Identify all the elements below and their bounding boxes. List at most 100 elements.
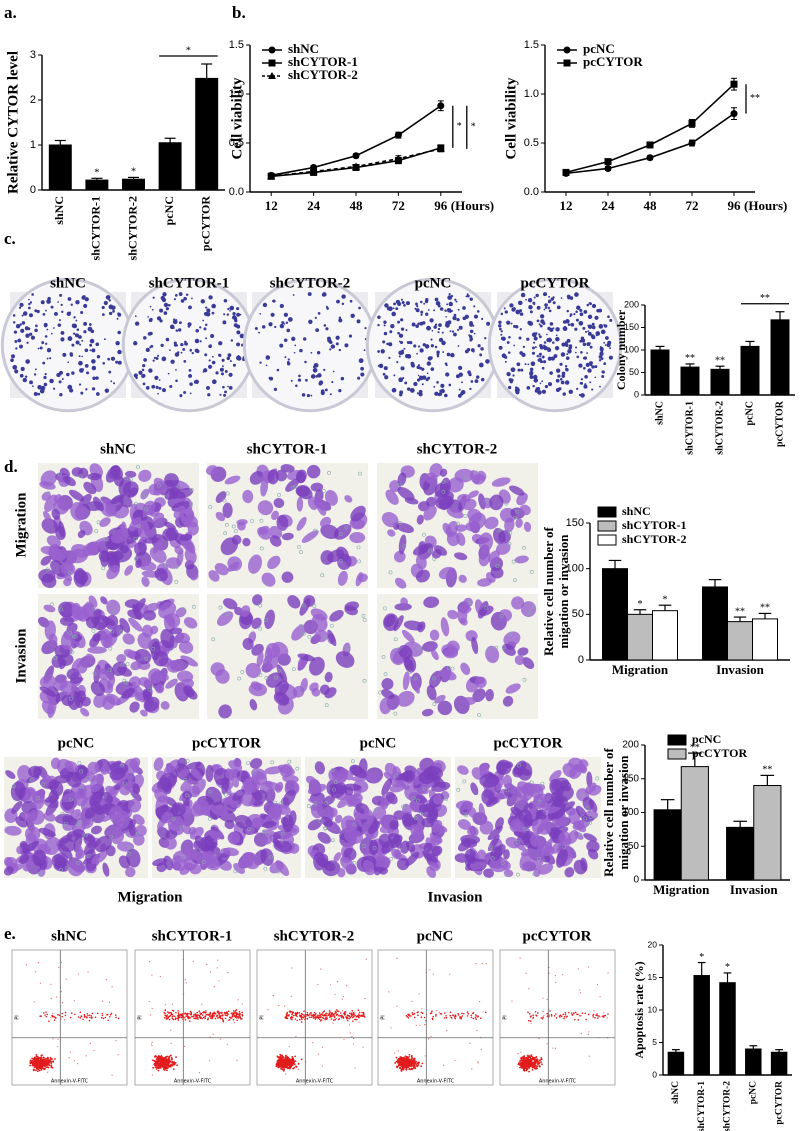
- transwell-photo: [36, 594, 200, 719]
- event: [70, 1017, 72, 1019]
- event: [222, 1019, 224, 1021]
- event: [90, 1043, 91, 1044]
- event: [106, 979, 107, 980]
- event: [199, 1072, 200, 1073]
- event: [38, 1063, 40, 1065]
- event: [95, 1016, 97, 1018]
- event: [104, 1017, 106, 1019]
- colony-dot: [537, 355, 539, 357]
- colony-dot: [568, 323, 571, 326]
- event: [282, 1065, 284, 1067]
- event: [46, 1014, 48, 1016]
- colony-dot: [25, 359, 30, 364]
- transwell-photo: [377, 594, 538, 719]
- event: [415, 1063, 417, 1065]
- colony-dot: [433, 386, 435, 388]
- event: [343, 1013, 345, 1015]
- colony-dot: [34, 309, 37, 312]
- colony-dot: [51, 306, 54, 309]
- colony-dot: [480, 354, 482, 356]
- event: [159, 1065, 161, 1067]
- event: [50, 984, 51, 985]
- colony-dot: [591, 388, 593, 390]
- colony-dot: [49, 379, 54, 384]
- colony-dot: [284, 323, 286, 325]
- colony-dot: [569, 315, 571, 317]
- colony-dot: [184, 342, 187, 345]
- colony-dot: [229, 386, 233, 390]
- event: [164, 1013, 166, 1015]
- event: [214, 986, 215, 987]
- colony-dot: [75, 333, 79, 337]
- colony-dot: [164, 303, 168, 307]
- colony-dot: [80, 392, 83, 395]
- image-caption: pcNC: [417, 928, 454, 944]
- event: [203, 1011, 205, 1013]
- event: [118, 1018, 120, 1020]
- colony-dot: [81, 356, 83, 358]
- colony-dot: [73, 324, 78, 329]
- event: [47, 1061, 49, 1063]
- colony-dot: [173, 327, 175, 329]
- colony-dot: [315, 375, 318, 378]
- colony-dot: [49, 357, 51, 359]
- event: [286, 1012, 288, 1014]
- event: [283, 1060, 285, 1062]
- colony-dot: [73, 332, 75, 334]
- colony-dot: [318, 382, 322, 386]
- image-caption: shCYTOR-2: [270, 275, 351, 291]
- colony-dot: [27, 327, 30, 330]
- colony-dot: [575, 352, 577, 354]
- event: [112, 1075, 113, 1076]
- colony-dot: [102, 313, 105, 316]
- event: [169, 1015, 171, 1017]
- colony-dot: [392, 388, 397, 393]
- colony-dot: [106, 295, 111, 300]
- colony-dot: [580, 312, 584, 316]
- event: [158, 1070, 160, 1072]
- colony-dot: [117, 350, 121, 354]
- event: [353, 1014, 355, 1016]
- colony-dot: [205, 306, 207, 308]
- event: [89, 1014, 91, 1016]
- event: [151, 975, 152, 976]
- colony-dot: [86, 371, 89, 374]
- event: [38, 962, 39, 963]
- event: [396, 1057, 398, 1059]
- colony-dot: [284, 338, 288, 342]
- colony-dot: [454, 299, 456, 301]
- colony-dot: [350, 314, 354, 318]
- event: [351, 1010, 353, 1012]
- transwell-photo: [454, 757, 603, 880]
- flow-x-label: Annexin-V-FITC: [296, 1079, 334, 1085]
- colony-dot: [310, 352, 312, 354]
- event: [34, 1066, 36, 1068]
- colony-dot: [169, 349, 171, 351]
- colony-dot: [298, 378, 301, 381]
- colony-dot: [148, 368, 152, 372]
- colony-dot: [544, 303, 548, 307]
- colony-dot: [230, 360, 232, 362]
- colony-dot: [400, 341, 403, 344]
- colony-dot: [146, 348, 150, 352]
- event: [281, 1066, 283, 1068]
- event: [190, 1014, 192, 1016]
- colony-dot: [592, 323, 595, 326]
- event: [234, 1022, 235, 1023]
- colony-dot: [286, 329, 290, 333]
- event: [214, 1015, 216, 1017]
- colony-dot: [236, 307, 239, 310]
- event: [398, 1050, 399, 1051]
- event: [288, 1014, 290, 1016]
- event: [50, 1062, 52, 1064]
- colony-dot: [299, 349, 303, 353]
- colony-dot: [449, 293, 451, 295]
- flow-plot: Annexin-V-FITCPI: [378, 950, 493, 1085]
- colony-dot: [440, 307, 444, 311]
- colony-dot: [152, 309, 154, 311]
- colony-dot: [583, 310, 587, 314]
- colony-dot: [170, 360, 174, 364]
- colony-dot: [68, 336, 73, 341]
- colony-dot: [397, 321, 400, 324]
- event: [35, 1069, 37, 1071]
